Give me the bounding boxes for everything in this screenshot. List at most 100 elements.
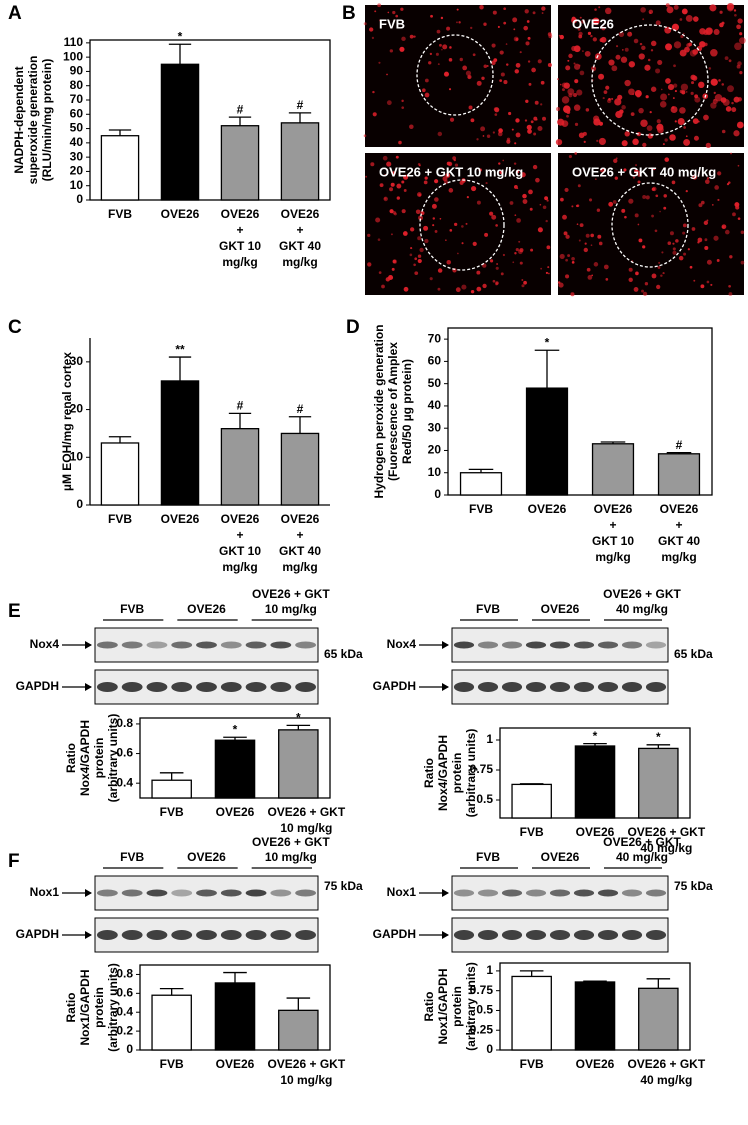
significance-mark: *	[178, 29, 183, 43]
significance-mark: #	[297, 402, 304, 416]
nucleus	[508, 111, 512, 116]
nucleus	[640, 7, 646, 13]
nucleus	[582, 131, 587, 136]
nucleus	[512, 17, 518, 23]
row-label: Nox4	[387, 637, 417, 651]
nucleus	[391, 171, 396, 176]
nucleus	[413, 35, 416, 38]
y-axis-label: protein	[92, 738, 106, 779]
nucleus	[685, 135, 688, 138]
nucleus	[372, 112, 377, 117]
nucleus	[492, 10, 497, 15]
nucleus	[645, 195, 650, 200]
nucleus	[402, 231, 408, 236]
nucleus	[443, 71, 450, 77]
nucleus	[645, 95, 649, 99]
nucleus	[739, 32, 743, 36]
nucleus	[481, 76, 485, 81]
nucleus	[719, 10, 723, 14]
y-tick-label: 0.4	[116, 1004, 133, 1018]
blot-band	[146, 930, 168, 940]
nucleus	[601, 26, 606, 31]
y-axis-label: (arbitrary units)	[464, 729, 478, 818]
error-bar	[223, 971, 247, 983]
x-tick-label: +	[296, 528, 303, 542]
y-axis-label: Ratio	[422, 992, 436, 1022]
nucleus	[614, 98, 622, 106]
nucleus	[660, 88, 663, 91]
nucleus	[497, 131, 503, 137]
blot-band	[477, 641, 499, 649]
nucleus	[367, 233, 371, 238]
nucleus	[527, 129, 532, 134]
blot-band	[453, 889, 475, 897]
blot-band	[573, 889, 595, 897]
y-tick-label: 0.6	[116, 746, 133, 760]
nucleus	[604, 7, 612, 15]
nucleus	[440, 16, 444, 20]
nucleus	[416, 192, 422, 197]
nucleus	[655, 68, 661, 74]
nucleus	[635, 271, 639, 276]
blot-band	[597, 682, 619, 692]
y-tick-label: 90	[70, 64, 84, 78]
y-tick-label: 30	[428, 420, 442, 434]
group-label: OVE26	[541, 602, 580, 616]
nucleus	[709, 4, 717, 12]
nucleus	[456, 8, 459, 11]
bar	[574, 981, 616, 1051]
nucleus	[591, 274, 594, 277]
nucleus	[472, 53, 476, 57]
nucleus	[461, 284, 467, 290]
nucleus	[719, 22, 724, 28]
nucleus	[691, 81, 695, 85]
nucleus	[656, 123, 664, 131]
y-axis-label: Ratio	[422, 758, 436, 788]
nucleus	[445, 172, 451, 178]
x-tick-label: OVE26	[216, 805, 255, 819]
bar	[160, 380, 200, 506]
nucleus	[561, 120, 569, 128]
nucleus	[699, 41, 706, 48]
nucleus	[672, 250, 677, 255]
row-arrowhead	[442, 889, 449, 897]
nucleus	[690, 74, 696, 81]
nucleus	[738, 37, 746, 45]
x-tick-label: OVE26	[660, 502, 699, 516]
nucleus	[713, 91, 716, 95]
blot-band	[573, 641, 595, 649]
nucleus	[544, 196, 549, 201]
nucleus	[417, 258, 422, 264]
x-tick-label: +	[236, 223, 243, 237]
nucleus	[471, 186, 477, 192]
nucleus	[649, 110, 652, 114]
nucleus	[445, 239, 447, 241]
blot-band	[295, 930, 317, 940]
nucleus	[561, 82, 567, 88]
nucleus	[658, 261, 661, 264]
x-tick-label: 40 mg/kg	[640, 841, 692, 855]
nucleus	[663, 194, 667, 198]
nucleus	[513, 36, 519, 42]
nucleus	[502, 253, 506, 257]
nucleus	[608, 59, 615, 66]
nucleus	[653, 168, 656, 171]
nucleus	[559, 83, 562, 86]
nucleus	[547, 32, 552, 37]
error-bar	[583, 742, 607, 746]
nucleus	[519, 261, 523, 265]
nucleus	[669, 134, 676, 141]
nucleus	[565, 258, 568, 262]
blot-band	[295, 682, 317, 692]
bar	[280, 122, 320, 201]
panel-label: D	[346, 317, 360, 338]
nucleus	[424, 92, 430, 98]
blot-band	[645, 930, 667, 940]
group-label: FVB	[476, 850, 500, 864]
nucleus	[503, 80, 508, 85]
nucleus	[672, 242, 675, 245]
nucleus	[546, 199, 549, 202]
nucleus	[602, 97, 605, 100]
micrograph-label: OVE26 + GKT 10 mg/kg	[379, 164, 523, 179]
nucleus	[598, 137, 606, 145]
